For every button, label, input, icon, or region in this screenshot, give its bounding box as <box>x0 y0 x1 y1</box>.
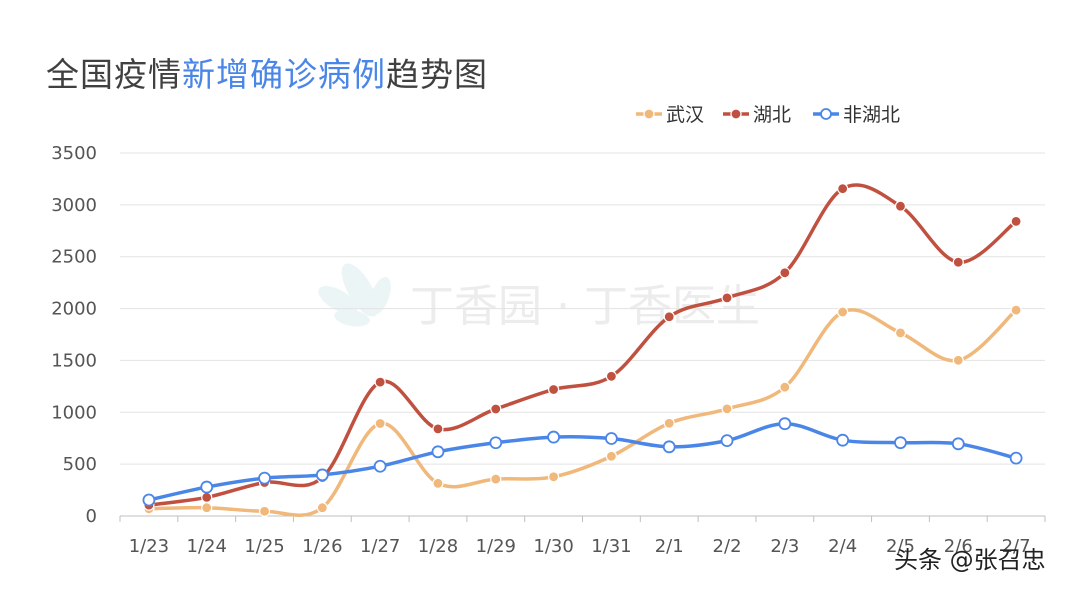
y-tick-label: 3000 <box>51 195 97 216</box>
x-tick-label: 2/6 <box>944 536 973 557</box>
data-point <box>663 311 675 323</box>
series-1 <box>143 183 1022 511</box>
legend: 武汉 湖北 非湖北 <box>636 104 900 126</box>
data-point <box>490 473 502 485</box>
data-point <box>663 417 675 429</box>
y-tick-label: 0 <box>86 506 97 527</box>
data-point <box>837 183 849 195</box>
data-point <box>720 434 734 447</box>
series-0 <box>143 304 1022 517</box>
legend-item: 非湖北 <box>813 104 900 126</box>
title-prefix: 全国疫情 <box>46 55 182 94</box>
data-point <box>778 417 792 431</box>
data-point <box>1010 304 1022 316</box>
y-tick-label: 500 <box>63 454 97 475</box>
data-point <box>374 417 386 430</box>
x-tick-label: 2/7 <box>1002 536 1031 557</box>
y-tick-label: 2000 <box>51 299 97 320</box>
x-tick-label: 1/31 <box>591 536 631 557</box>
data-point <box>662 440 676 454</box>
legend-label: 武汉 <box>666 104 704 126</box>
x-tick-label: 1/24 <box>187 536 227 557</box>
x-tick-label: 1/28 <box>418 536 458 557</box>
data-point <box>894 200 907 212</box>
data-point <box>432 423 444 435</box>
x-tick-label: 2/3 <box>770 536 799 557</box>
series-line <box>147 308 1018 517</box>
x-tick-label: 1/27 <box>360 536 400 557</box>
x-tick-label: 1/25 <box>244 536 284 557</box>
data-point <box>894 436 907 450</box>
data-point <box>1010 215 1022 227</box>
y-tick-label: 3500 <box>51 143 97 164</box>
x-tick-label: 1/26 <box>302 536 342 557</box>
data-point <box>951 437 965 451</box>
data-point <box>721 403 733 415</box>
x-tick-label: 1/30 <box>533 536 573 557</box>
data-point <box>432 477 444 489</box>
data-point <box>142 493 156 507</box>
y-axis: 0 500 1000 1500 2000 2500 3000 3500 <box>51 143 97 527</box>
data-point <box>605 432 618 445</box>
data-point <box>952 354 964 366</box>
y-tick-label: 1500 <box>51 350 97 371</box>
legend-label: 非湖北 <box>843 104 900 126</box>
data-point <box>316 502 328 514</box>
legend-marker <box>643 108 655 120</box>
data-point <box>721 292 733 304</box>
title-accent: 新增确诊病例 <box>182 55 386 94</box>
y-tick-label: 1000 <box>51 402 97 423</box>
footer-credit: 头条 @张召忠 <box>894 546 1046 574</box>
data-point <box>952 256 964 268</box>
data-point <box>490 403 502 415</box>
series-line <box>147 421 1018 502</box>
x-axis: 1/23 1/24 1/25 1/26 1/27 1/28 1/29 1/30 1/31 2/1 2… <box>119 516 1046 557</box>
data-point <box>547 430 560 444</box>
data-point <box>894 327 907 339</box>
title-suffix: 趋势图 <box>386 55 488 94</box>
legend-marker <box>730 108 742 120</box>
data-point <box>605 450 618 462</box>
data-point <box>315 468 329 482</box>
watermark-text: 丁香园 · 丁香医生 <box>410 281 760 332</box>
x-tick-label: 1/23 <box>129 536 169 557</box>
data-point <box>200 480 214 494</box>
data-point <box>547 383 560 396</box>
data-point <box>779 267 791 279</box>
data-point <box>431 445 445 459</box>
legend-marker <box>820 108 832 120</box>
data-point <box>258 505 271 517</box>
data-point <box>373 459 387 473</box>
grid-lines <box>120 152 1045 517</box>
data-point <box>779 381 791 393</box>
x-tick-label: 1/29 <box>476 536 516 557</box>
x-tick-label: 2/2 <box>713 536 742 557</box>
data-point <box>258 471 271 485</box>
series-2 <box>142 417 1023 507</box>
data-point <box>374 376 386 388</box>
watermark-leaf-icon <box>318 263 391 327</box>
x-tick-label: 2/1 <box>655 536 684 557</box>
legend-item: 武汉 <box>636 104 704 126</box>
data-point <box>547 471 560 483</box>
chart-title: 全国疫情新增确诊病例趋势图 <box>46 48 488 96</box>
legend-item: 湖北 <box>723 104 791 126</box>
series-line <box>147 183 1018 507</box>
legend-label: 湖北 <box>753 104 791 126</box>
data-point <box>836 433 850 447</box>
x-tick-label: 2/5 <box>886 536 915 557</box>
data-point <box>201 502 213 514</box>
data-point <box>605 370 618 382</box>
series-layer <box>142 183 1023 517</box>
data-point <box>201 491 213 503</box>
data-point <box>489 436 503 450</box>
x-tick-label: 2/4 <box>828 536 857 557</box>
data-point <box>837 306 849 318</box>
data-point <box>1009 451 1023 465</box>
y-tick-label: 2500 <box>51 247 97 268</box>
